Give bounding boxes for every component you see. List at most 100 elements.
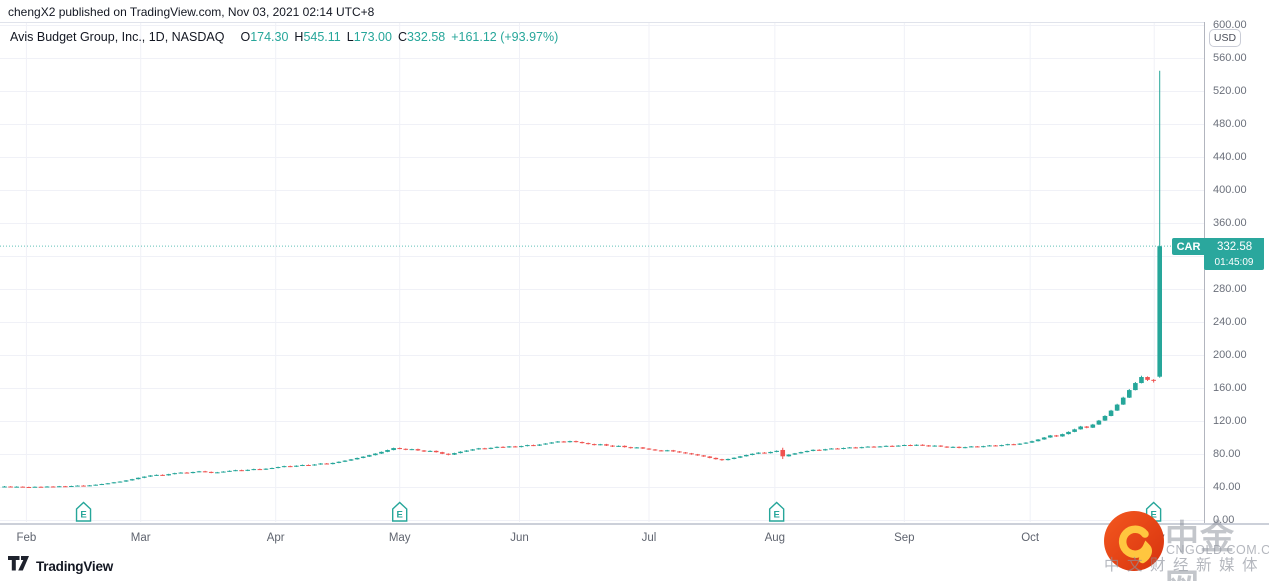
candle-body <box>908 445 913 447</box>
candle-body <box>889 445 895 447</box>
time-axis-label: Nov <box>1143 532 1165 544</box>
candle-body <box>306 464 311 466</box>
candle-body <box>1054 435 1059 437</box>
candle-body <box>737 456 743 458</box>
tradingview-logo-icon[interactable] <box>8 556 29 576</box>
candle-body <box>835 448 840 450</box>
time-axis-label: Feb <box>16 532 37 544</box>
legend-low-label: L <box>346 30 354 44</box>
candle-body <box>99 484 105 486</box>
candle-body <box>458 451 463 454</box>
candle-body <box>160 474 165 476</box>
candle-body <box>476 448 482 450</box>
price-axis-label: 80.00 <box>1213 448 1241 460</box>
candle-body <box>178 472 184 474</box>
candle-body <box>671 450 676 452</box>
candle-body <box>117 481 123 483</box>
candle-body <box>786 454 792 457</box>
candle-body <box>123 480 129 482</box>
candle-body <box>804 450 810 453</box>
legend-low-value: 173.00 <box>353 30 392 44</box>
candle-body <box>701 455 706 457</box>
tradingview-brand-text[interactable]: TradingView <box>36 558 114 574</box>
candle-body <box>938 445 944 447</box>
time-axis-label: Jul <box>641 532 657 544</box>
earnings-icon-letter: E <box>773 510 779 521</box>
candle-body <box>239 470 244 472</box>
current-price-badge: CAR 332.58 01:45:09 <box>1172 238 1264 270</box>
candle-body <box>269 468 275 470</box>
candle-body <box>658 450 664 452</box>
candle-body <box>1023 442 1029 444</box>
candle-body <box>1084 426 1090 428</box>
candle-body <box>999 445 1004 447</box>
price-axis[interactable]: 600.00 560.00 520.00 480.00 440.00 400.00 360.… <box>1204 19 1269 526</box>
candle-body <box>987 445 992 447</box>
candle-body <box>865 446 871 448</box>
candle-body <box>81 485 86 487</box>
candle-body <box>69 486 74 488</box>
earnings-icon[interactable] <box>75 501 92 522</box>
candle-body <box>433 450 439 453</box>
legend-change: +161.12 (+93.97%) <box>451 30 559 44</box>
candle-body <box>883 445 889 447</box>
candle-body <box>105 483 111 485</box>
legend-high-label: H <box>294 30 304 44</box>
candle-body <box>975 446 980 448</box>
candle-body <box>275 467 281 469</box>
candle-body <box>482 448 488 450</box>
candle-body <box>287 466 293 468</box>
time-axis-label: Jun <box>510 532 529 544</box>
time-axis-label: Mar <box>130 532 151 544</box>
candle-body <box>1120 397 1126 405</box>
candle-body <box>494 446 500 448</box>
price-axis-label: 400.00 <box>1213 184 1247 196</box>
candle-body <box>1090 424 1096 428</box>
price-axis-label: 600.00 <box>1213 19 1247 31</box>
time-axis-label: Oct <box>1021 532 1040 544</box>
candle-body <box>32 486 38 488</box>
candle-body <box>853 447 858 449</box>
candle-body <box>829 448 834 450</box>
price-axis-label: 240.00 <box>1213 316 1247 328</box>
candle-body <box>950 446 956 448</box>
candle-body <box>537 444 542 446</box>
candle-body <box>634 447 640 449</box>
candle-body <box>798 452 804 454</box>
candle-body <box>14 486 19 488</box>
price-axis-label: 200.00 <box>1213 349 1247 361</box>
candle-body <box>221 471 226 473</box>
candle-body <box>816 449 822 451</box>
candle-body <box>1139 377 1144 384</box>
candle-body <box>111 482 117 484</box>
candle-body <box>257 469 263 471</box>
candle-body <box>841 447 846 449</box>
candle-body <box>895 445 901 447</box>
candle-body <box>531 445 536 447</box>
price-axis-label: 120.00 <box>1213 415 1247 427</box>
candle-body <box>2 486 7 488</box>
candle-body <box>488 447 494 449</box>
candle-body <box>902 445 907 447</box>
earnings-icon[interactable] <box>392 501 408 522</box>
candle-body <box>512 446 518 448</box>
candle-body <box>689 453 694 455</box>
candle-body <box>932 445 938 447</box>
candle-body <box>1102 415 1108 421</box>
candle-body <box>26 487 32 489</box>
time-axis[interactable]: Feb Mar Apr May Jun Jul Aug Sep Oct Nov <box>0 523 1269 551</box>
candle-body <box>750 453 755 455</box>
legend-symbol[interactable]: Avis Budget Group, Inc., 1D, NASDAQ <box>10 30 225 44</box>
candle-body <box>622 445 627 448</box>
candle-body <box>348 459 354 461</box>
price-axis-label: 560.00 <box>1213 52 1247 64</box>
currency-badge[interactable]: USD <box>1209 29 1241 47</box>
earnings-icon[interactable] <box>768 501 785 522</box>
time-axis-label: Aug <box>764 532 786 544</box>
candle-body <box>56 486 62 488</box>
candle-body <box>695 454 700 456</box>
candle-body <box>981 446 986 448</box>
candle-body <box>968 446 974 448</box>
